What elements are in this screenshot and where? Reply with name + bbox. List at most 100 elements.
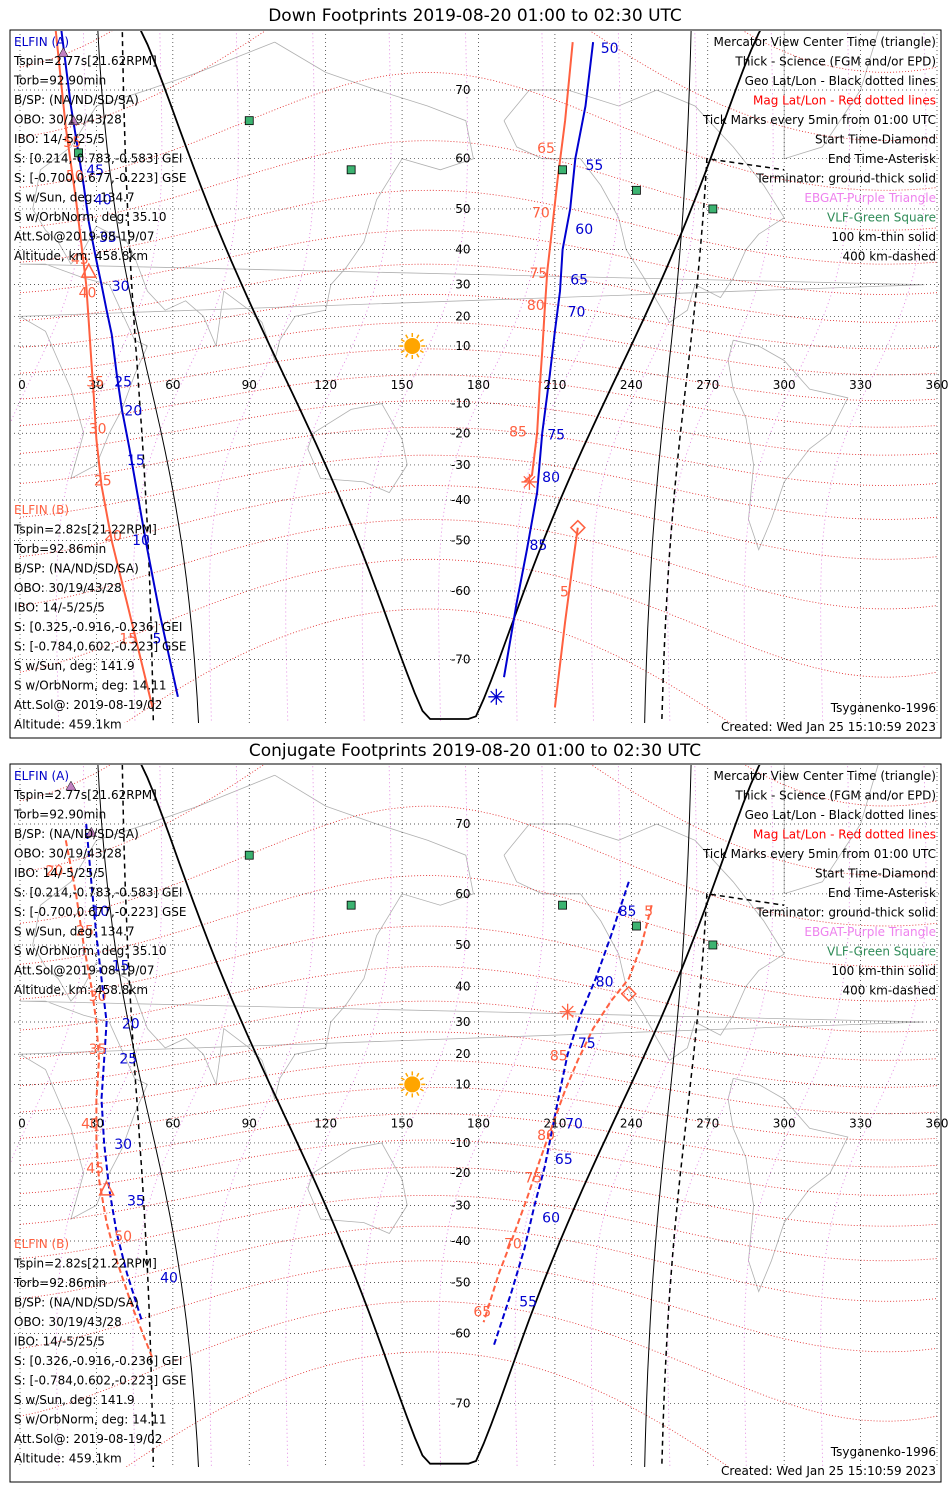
series-tick-label: 55 [519, 1294, 537, 1310]
y-tick-label: -20 [451, 426, 471, 440]
sun-ray [405, 334, 409, 339]
legend-entry: Mag Lat/Lon - Red dotted lines [753, 94, 936, 108]
series-tick-label: 35 [127, 1193, 145, 1209]
x-tick-label: 30 [89, 378, 104, 392]
mag-lat-line [125, 1351, 730, 1467]
elfin-b-info-line: Tspin=2.82s[21.22RPM] [13, 1257, 157, 1271]
mag-lon-line [514, 765, 621, 1467]
legend-entry: 400 km-dashed [842, 984, 936, 998]
legend-entry: 400 km-dashed [842, 250, 936, 264]
legend-entry: 100 km-thin solid [831, 230, 936, 244]
mag-lon-line [438, 765, 545, 1467]
series-line-4 [553, 527, 579, 708]
vlf-square [632, 185, 641, 195]
mag-lat-line [19, 321, 938, 376]
elfin-a-info-line: S: [0.214,-0.783,-0.583] GEI [14, 886, 182, 900]
series-tick-label: 10 [132, 533, 150, 549]
created-label: Created: Wed Jan 25 15:10:59 2023 [721, 1464, 936, 1478]
mag-lon-line [743, 765, 851, 1467]
series-tick-label: 55 [63, 135, 81, 151]
series-tick-label: 30 [89, 989, 107, 1005]
elfin-b-header: ELFIN (B) [14, 503, 69, 517]
y-tick-label: 20 [455, 1047, 470, 1061]
elfin-b-info-line: OBO: 30/19/43/28 [14, 581, 122, 595]
elfin-b-info-line: S w/OrbNorm, deg: 14.11 [14, 1413, 166, 1427]
elfin-b-info-line: S: [-0.784,0.602,-0.223] GSE [14, 1374, 187, 1388]
legend-entry: Geo Lat/Lon - Black dotted lines [745, 808, 936, 822]
elfin-a-info-line: Tspin=2.77s[21.62RPM] [13, 54, 157, 68]
legend-entry: Start Time-Diamond [815, 133, 936, 147]
sun-marker [404, 1076, 421, 1093]
series-tick-label: 75 [524, 1171, 542, 1187]
y-tick-label: 20 [455, 309, 470, 323]
legend-entry: Mag Lat/Lon - Red dotted lines [753, 828, 936, 842]
x-tick-label: 360 [926, 1117, 949, 1131]
y-tick-label: 50 [455, 202, 470, 216]
x-tick-label: 270 [696, 1117, 719, 1131]
legend-entry: Thick - Science (FGM and/or EPD) [734, 55, 936, 69]
elfin-a-info-line: S: [-0.700,0.677,-0.223] GSE [14, 905, 187, 919]
mag-lon-line [132, 765, 239, 1467]
elfin-a-info-line: S w/Sun, deg: 134.7 [14, 925, 135, 939]
coastline-2 [307, 1142, 408, 1235]
mag-lat-line [19, 229, 938, 295]
legend-entry: End Time-Asterisk [828, 152, 936, 166]
elfin-b-info-line: Torb=92.86min [13, 1276, 106, 1290]
series-tick-label: 45 [71, 252, 89, 268]
series-tick-label: 50 [601, 41, 619, 57]
series-line-2 [503, 41, 595, 678]
series-tick-label: 85 [529, 538, 547, 554]
mag-lat-line [124, 608, 731, 723]
elfin-b-info-line: S: [0.325,-0.916,-0.236] GEI [14, 620, 182, 634]
x-tick-label: 120 [314, 1117, 337, 1131]
elfin-b-info-line: Torb=92.86min [13, 542, 106, 556]
mag-lon-line [11, 765, 86, 1163]
boundary-100km-east [644, 31, 692, 723]
series-tick-label: 30 [114, 1137, 132, 1153]
end-time-asterisk [523, 475, 536, 489]
chart-title-down: Down Footprints 2019-08-20 01:00 to 02:3… [268, 6, 682, 26]
map-layer [11, 765, 940, 1467]
series-tick-label: 65 [570, 273, 588, 289]
sun-ray [400, 1077, 405, 1081]
x-tick-label: 240 [620, 1117, 643, 1131]
series-tick-label: 70 [565, 1116, 583, 1132]
sun-ray [419, 338, 424, 343]
series-tick-label: 15 [127, 453, 145, 469]
series-tick-label: 80 [542, 470, 560, 486]
legend-entry: Geo Lat/Lon - Black dotted lines [745, 74, 936, 88]
model-label: Tsyganenko-1996 [830, 701, 936, 715]
elfin-b-info-line: S w/OrbNorm, deg: 14.11 [14, 679, 166, 693]
coastline-1 [18, 1000, 925, 1220]
boundary-100km [97, 31, 200, 723]
series-tick-label: 40 [160, 1270, 178, 1286]
series-tick-label: 80 [527, 298, 545, 314]
elfin-b-info-line: S w/Sun, deg: 141.9 [14, 1393, 135, 1407]
ebgat-triangle [57, 47, 69, 58]
mag-lat-line [19, 1031, 938, 1088]
series-tick-label: 80 [537, 1128, 555, 1144]
elfin-a-info-line: S: [0.214,-0.783,-0.583] GEI [14, 152, 182, 166]
x-tick-label: 0 [18, 378, 26, 392]
series-line-0 [60, 31, 179, 698]
plot-frame [9, 29, 942, 739]
legend-entry: Start Time-Diamond [815, 867, 936, 881]
y-tick-label: 40 [455, 243, 470, 257]
y-tick-label: 60 [455, 152, 470, 166]
y-tick-label: -70 [451, 1396, 471, 1410]
elfin-b-info-line: B/SP: (NA/ND/SD/SA) [14, 1296, 139, 1310]
coastline-3 [503, 89, 785, 323]
mag-lat-line [19, 1060, 938, 1115]
series-line-0 [85, 823, 144, 1323]
series-tick-label: 35 [99, 230, 117, 246]
elfin-b-info-line: IBO: 14/-5/25/5 [14, 1335, 105, 1349]
elfin-b-info-line: Tspin=2.82s[21.22RPM] [13, 523, 157, 537]
model-label: Tsyganenko-1996 [830, 1445, 936, 1459]
mag-lat-line [19, 1139, 938, 1196]
series-tick-label: 65 [537, 141, 555, 157]
x-tick-label: 330 [849, 1117, 872, 1131]
x-tick-label: 60 [165, 1117, 180, 1131]
series-tick-label: 70 [568, 304, 586, 320]
vlf-square [244, 116, 254, 126]
coastline-2 [307, 403, 408, 494]
